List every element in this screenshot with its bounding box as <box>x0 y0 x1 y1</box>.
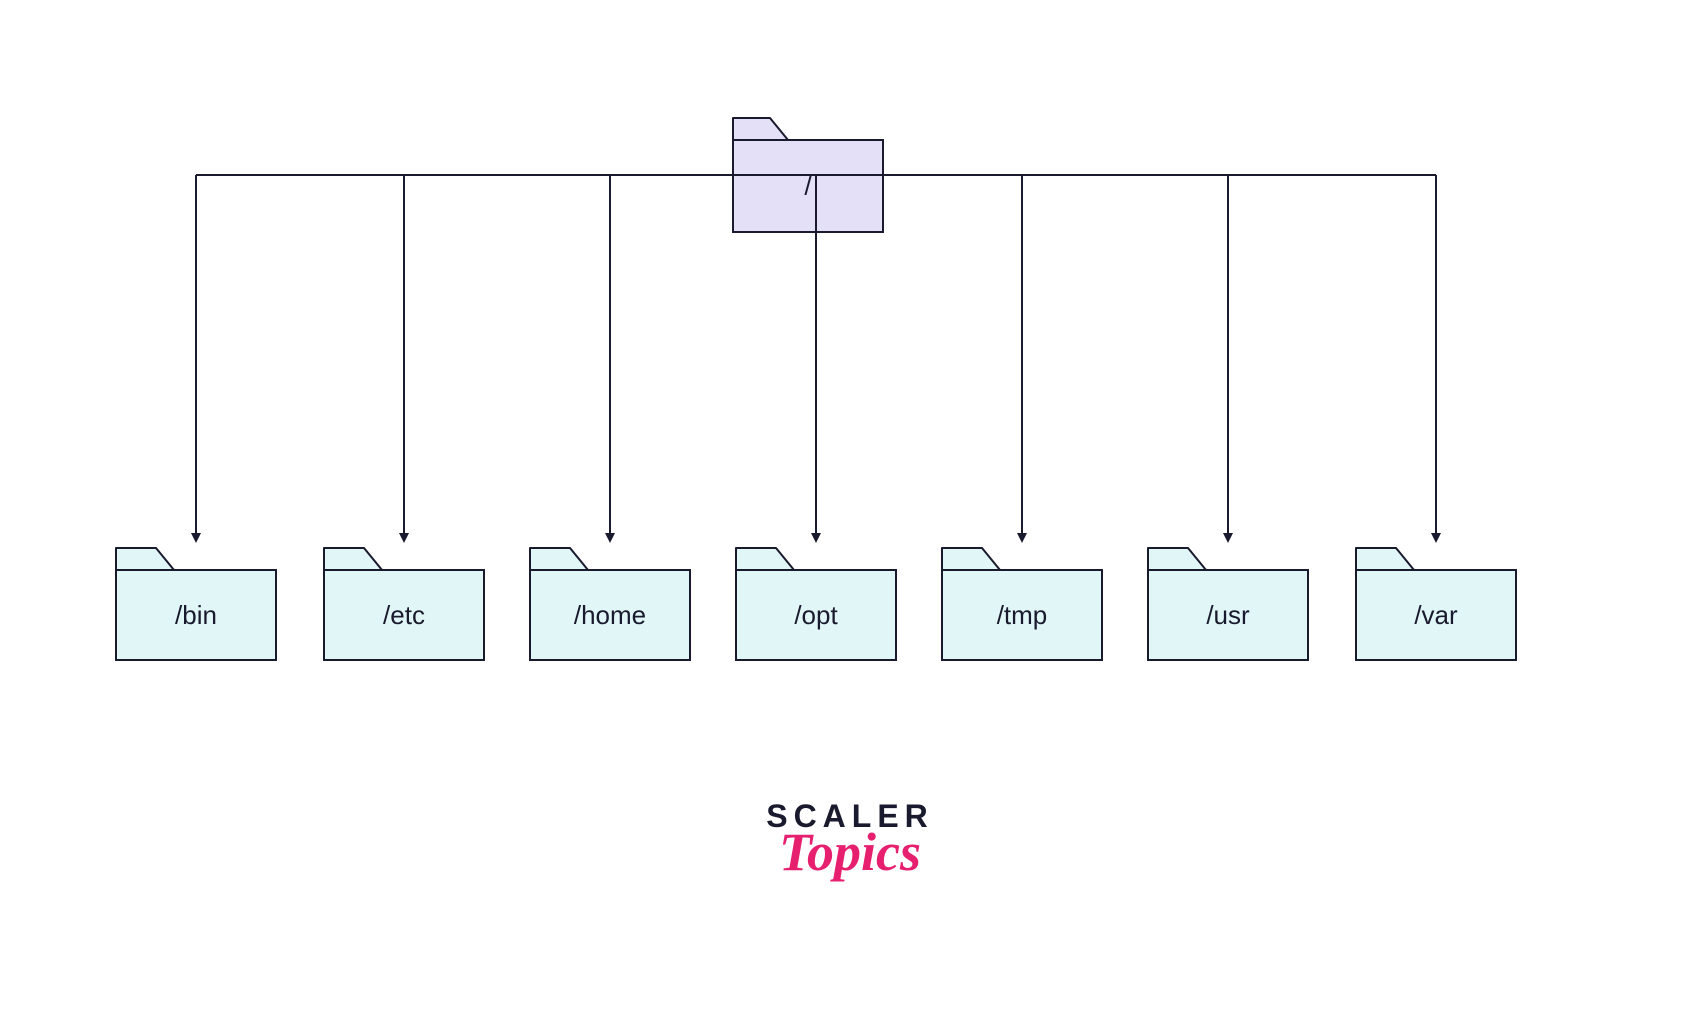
child-folder-bin: /bin <box>116 548 276 660</box>
diagram-canvas: //bin/etc/home/opt/tmp/usr/var SCALER To… <box>0 0 1700 1010</box>
logo-text-topics: Topics <box>766 828 934 877</box>
child-folder-var: /var <box>1356 548 1516 660</box>
child-folder-opt: /opt <box>736 548 896 660</box>
child-folder-etc: /etc <box>324 548 484 660</box>
child-folder-bin-label: /bin <box>175 600 217 630</box>
child-folder-tmp: /tmp <box>942 548 1102 660</box>
child-folder-var-label: /var <box>1414 600 1458 630</box>
child-folder-etc-label: /etc <box>383 600 425 630</box>
child-folder-home: /home <box>530 548 690 660</box>
child-folder-usr-label: /usr <box>1206 600 1250 630</box>
child-folder-opt-label: /opt <box>794 600 838 630</box>
scaler-topics-logo: SCALER Topics <box>766 800 934 877</box>
child-folder-home-label: /home <box>574 600 646 630</box>
child-folder-usr: /usr <box>1148 548 1308 660</box>
child-folder-tmp-label: /tmp <box>997 600 1048 630</box>
